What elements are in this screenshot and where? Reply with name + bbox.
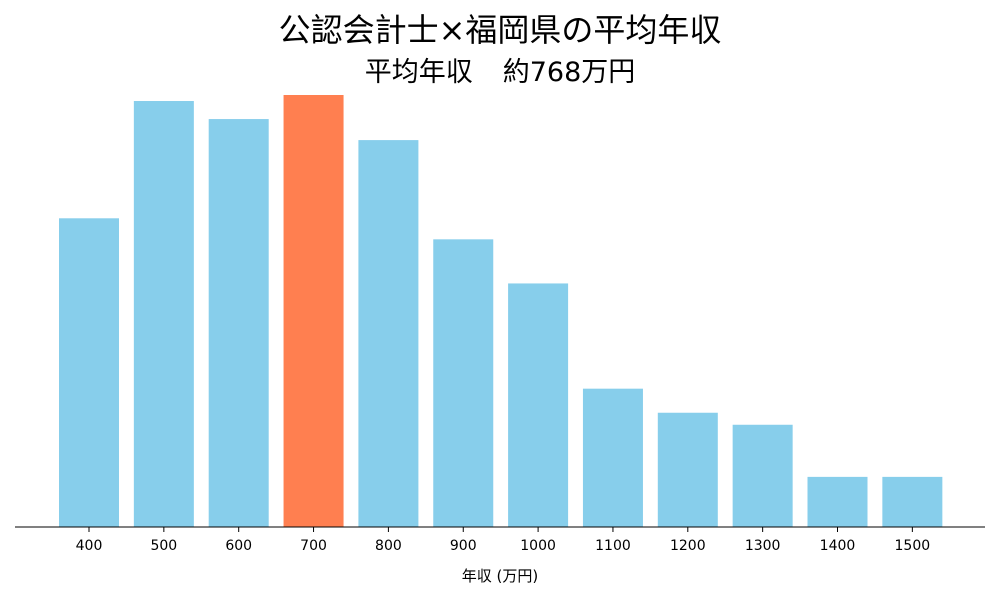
bar-600 (208, 119, 269, 527)
x-ticks-group: 400 500 600 700 800 900 1000 1100 1200 1300 1400 15… (76, 527, 931, 554)
chart-title: 公認会計士×福岡県の平均年収 (278, 11, 722, 49)
bar-700 (283, 95, 344, 527)
x-tick-label-1400: 1400 (820, 538, 856, 554)
bar-900 (433, 239, 494, 527)
bar-1500 (882, 476, 943, 527)
bar-1200 (657, 412, 718, 527)
x-tick-label-1000: 1000 (520, 538, 556, 554)
x-tick-label-1500: 1500 (895, 538, 931, 554)
subtitle-label: 平均年収 (364, 57, 473, 88)
bar-1400 (807, 476, 868, 527)
x-tick-label-500: 500 (150, 538, 177, 554)
bar-1100 (582, 388, 643, 527)
x-tick-label-900: 900 (450, 538, 477, 554)
x-tick-label-1100: 1100 (595, 538, 631, 554)
x-tick-label-1200: 1200 (670, 538, 706, 554)
bars-group (59, 95, 943, 528)
bar-1000 (508, 283, 569, 527)
x-axis-title: 年収 (万円) (462, 567, 538, 585)
bar-800 (358, 140, 419, 527)
bar-400 (59, 218, 119, 528)
x-tick-label-800: 800 (375, 538, 402, 554)
bar-500 (133, 101, 194, 527)
bar-1300 (732, 424, 793, 527)
x-tick-label-1300: 1300 (745, 538, 781, 554)
x-tick-label-600: 600 (225, 538, 252, 554)
x-tick-label-700: 700 (300, 538, 327, 554)
subtitle-value: 約768万円 (502, 57, 636, 88)
chart-subtitle: 平均年収 約768万円 (0, 54, 1000, 92)
x-tick-label-400: 400 (76, 538, 103, 554)
